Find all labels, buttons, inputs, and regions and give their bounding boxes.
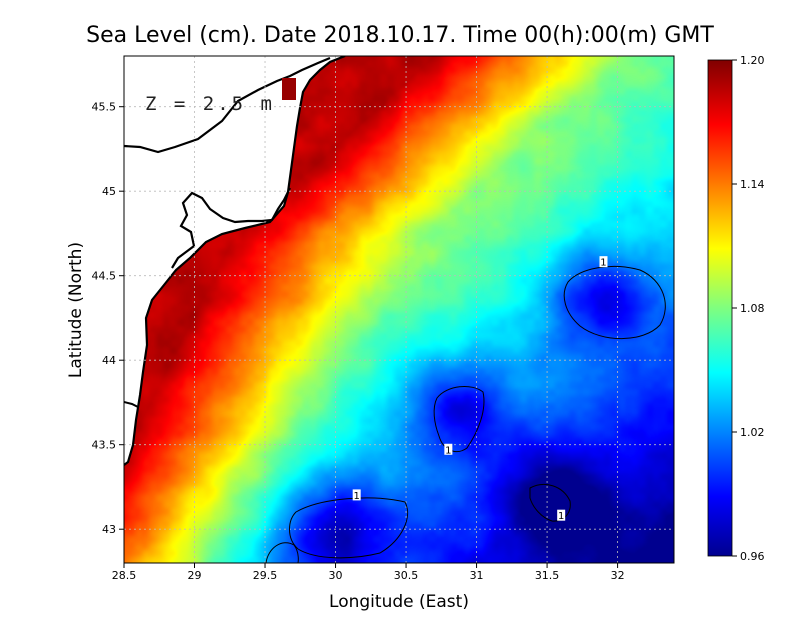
contour-label: 1: [558, 511, 564, 522]
x-tick-label: 29: [188, 569, 202, 582]
colorbar-tick-label: 1.08: [740, 302, 765, 315]
land-mask: [124, 56, 346, 466]
contour-east-low: [563, 265, 666, 340]
colorbar-tick-label: 0.96: [740, 550, 765, 563]
contour-label: 1: [445, 445, 451, 456]
colorbar: 0.96 1.02 1.08 1.14 1.20: [707, 54, 765, 563]
x-tick-label: 28.5: [112, 569, 137, 582]
river-mouth-high: [282, 78, 296, 100]
y-axis-ticks: 43 43.5 44 44.5 45 45.5: [92, 101, 124, 536]
x-tick-label: 30.5: [394, 569, 419, 582]
colorbar-gradient: [707, 59, 733, 557]
land-area: [124, 56, 345, 465]
colorbar-tick-label: 1.02: [740, 426, 765, 439]
colorbar-ticks: 0.96 1.02 1.08 1.14 1.20: [732, 54, 765, 563]
y-tick-label: 43.5: [92, 439, 117, 452]
y-tick-label: 44: [102, 354, 116, 367]
contour-label-bg: [557, 509, 566, 521]
contour-label-bg: [599, 256, 608, 268]
x-tick-label: 32: [611, 569, 625, 582]
contour-label: 1: [600, 258, 606, 269]
contour-label-bg: [352, 489, 361, 501]
y-tick-label: 43: [102, 523, 116, 536]
lagoon-outline: [171, 187, 291, 269]
y-tick-label: 44.5: [92, 270, 117, 283]
depth-annotation: Z = 2.5 m: [145, 93, 275, 115]
x-axis-label: Longitude (East): [329, 592, 469, 612]
contour-south-edge: [265, 542, 299, 563]
coastline: [124, 56, 346, 466]
contour-labels: 1 1 1 1: [352, 256, 608, 522]
inland-boundary-1: [124, 56, 331, 154]
contour-label: 1: [354, 491, 360, 502]
plot-area: 1 1 1 1 Z = 2.5 m: [123, 55, 675, 564]
x-tick-label: 30: [329, 569, 343, 582]
y-tick-label: 45.5: [92, 101, 117, 114]
plot-frame: [123, 55, 675, 564]
x-tick-label: 31.5: [535, 569, 560, 582]
grid-lines: [124, 56, 674, 563]
inland-boundary-2: [124, 401, 139, 408]
contour-central-low: [433, 386, 485, 452]
chart-title: Sea Level (cm). Date 2018.10.17. Time 00…: [86, 23, 714, 48]
x-axis-ticks: 28.5 29 29.5 30 30.5 31 31.5 32: [112, 563, 625, 582]
x-tick-label: 31: [470, 569, 484, 582]
y-axis-label: Latitude (North): [66, 242, 86, 378]
colorbar-tick-label: 1.20: [740, 54, 765, 67]
contour-label-bg: [444, 443, 453, 455]
colorbar-tick-label: 1.14: [740, 178, 765, 191]
x-tick-label: 29.5: [253, 569, 278, 582]
y-tick-label: 45: [102, 185, 116, 198]
